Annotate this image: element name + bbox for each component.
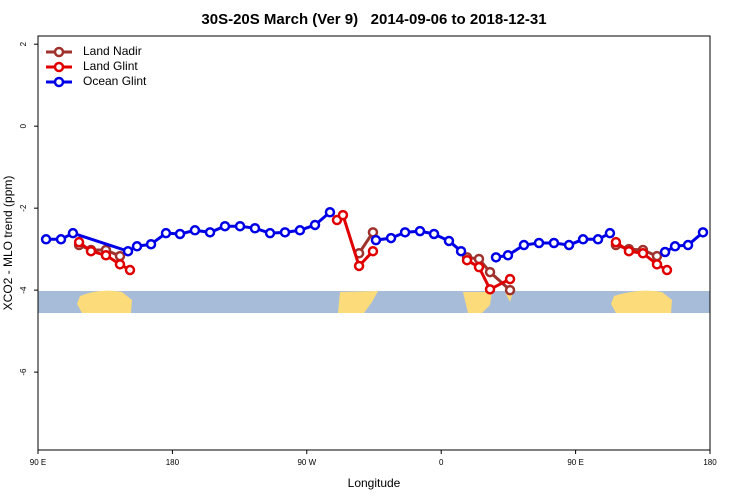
data-point — [279, 227, 291, 238]
legend-label: Land Glint — [83, 59, 138, 73]
ocean — [38, 291, 710, 313]
y-tick-label: 2 — [19, 41, 28, 46]
data-point — [124, 264, 136, 276]
x-tick-label: 90 W — [297, 458, 316, 467]
data-point — [563, 239, 575, 251]
data-point — [367, 245, 379, 257]
data-point — [160, 227, 172, 239]
data-point — [682, 239, 694, 251]
land — [338, 291, 378, 313]
land — [463, 292, 492, 313]
series-line — [78, 231, 658, 292]
data-point — [204, 227, 216, 238]
data-point — [145, 238, 157, 250]
data-point — [414, 225, 426, 237]
data-point — [385, 232, 397, 244]
data-point — [67, 227, 79, 239]
data-point — [219, 220, 231, 232]
data-point — [189, 225, 201, 236]
land — [77, 290, 132, 313]
data-point — [100, 250, 112, 261]
y-tick-label: -2 — [19, 204, 28, 212]
data-point — [697, 227, 709, 238]
data-point — [661, 264, 673, 276]
data-point — [399, 227, 411, 238]
data-point — [490, 252, 502, 263]
y-tick-label: -6 — [19, 368, 28, 376]
legend-label: Ocean Glint — [83, 74, 147, 88]
legend-marker — [53, 61, 65, 73]
data-point — [174, 228, 186, 240]
data-point — [55, 234, 67, 245]
data-point — [114, 250, 126, 262]
data-point — [548, 237, 560, 249]
x-tick-label: 0 — [439, 458, 444, 467]
data-point — [249, 222, 261, 234]
y-tick-label: 0 — [19, 123, 28, 128]
data-point — [504, 284, 516, 296]
y-axis-label: XCO2 - MLO trend (ppm) — [1, 176, 15, 311]
data-point — [484, 266, 496, 278]
data-point — [473, 253, 485, 265]
data-point — [669, 241, 681, 252]
chart-title: 30S-20S March (Ver 9) 2014-09-06 to 2018… — [201, 11, 546, 28]
data-point — [592, 234, 604, 245]
data-point — [651, 250, 663, 262]
data-point — [73, 236, 85, 248]
data-point — [294, 225, 306, 236]
data-point — [122, 245, 134, 257]
data-point — [428, 228, 440, 240]
legend-marker — [53, 46, 65, 58]
data-point — [637, 247, 649, 259]
x-axis-label: Longitude — [348, 476, 401, 490]
legend-marker — [53, 76, 65, 88]
data-point — [264, 227, 276, 239]
data-point — [234, 220, 246, 232]
x-tick-label: 90 E — [567, 458, 583, 467]
data-point — [40, 234, 52, 245]
data-point — [604, 227, 616, 239]
data-point — [577, 234, 589, 245]
data-point — [502, 250, 514, 261]
data-point — [610, 236, 622, 248]
x-tick-label: 180 — [703, 458, 717, 467]
x-tick-label: 90 E — [30, 458, 46, 467]
data-point — [443, 235, 455, 247]
data-point — [473, 261, 485, 273]
data-point — [659, 246, 671, 258]
data-point — [370, 234, 382, 246]
data-point — [504, 273, 516, 285]
data-point — [114, 259, 126, 270]
x-tick-label: 180 — [166, 458, 180, 467]
map-strip — [38, 290, 710, 313]
data-point — [455, 245, 467, 257]
data-point — [309, 219, 321, 231]
legend-label: Land Nadir — [83, 44, 142, 58]
data-point — [85, 245, 97, 257]
y-tick-label: -4 — [19, 286, 28, 294]
data-point — [131, 241, 143, 252]
land — [611, 290, 672, 313]
data-point — [337, 209, 349, 221]
data-point — [533, 237, 545, 249]
data-point — [461, 254, 473, 266]
data-point — [484, 284, 496, 295]
plot-frame — [37, 35, 711, 451]
data-point — [651, 259, 663, 270]
data-point — [353, 260, 365, 272]
data-point — [623, 245, 635, 257]
data-point — [324, 207, 336, 218]
data-point — [518, 239, 530, 251]
